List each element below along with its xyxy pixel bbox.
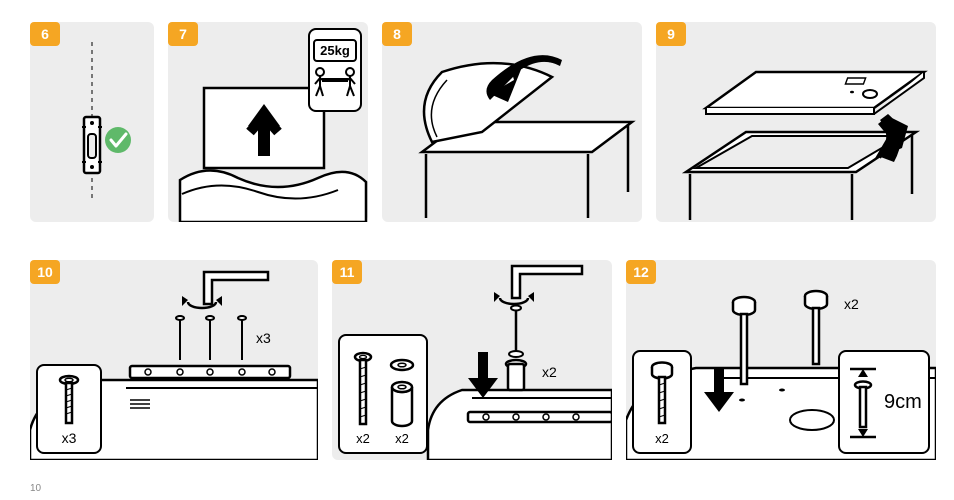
callout-bolt-x2: x2: [632, 350, 692, 454]
panel-step-11: 11 x2: [332, 260, 612, 460]
row-1: 6 7 25kg: [30, 22, 934, 222]
spacer-icon: [387, 351, 417, 431]
callout-height-9cm: 9cm: [838, 350, 930, 454]
diagram-bracket: [30, 22, 154, 222]
callout-weight-helper: 25kg: [308, 28, 362, 112]
panel-step-9: 9: [656, 22, 936, 222]
qty-height-pair: x2: [844, 296, 859, 312]
qty-spacer: x2: [395, 431, 409, 446]
diagram-place-top: [656, 22, 936, 222]
row-2: 10 x3: [30, 260, 934, 460]
qty-long-bolt: x2: [356, 431, 370, 446]
height-label: 9cm: [884, 391, 922, 414]
qty-capped-bolt: x2: [655, 431, 669, 446]
qty-screws: x3: [256, 330, 271, 346]
step-badge-12: 12: [626, 260, 656, 284]
step-badge-8: 8: [382, 22, 412, 46]
height-measure-icon: [846, 359, 880, 445]
bolt-icon: [49, 372, 89, 428]
step-badge-11: 11: [332, 260, 362, 284]
two-person-icon: [312, 62, 358, 102]
weight-label: 25kg: [313, 39, 357, 62]
callout-bolt-x3: x3: [36, 364, 102, 454]
panel-step-8: 8: [382, 22, 642, 222]
panel-step-12: 12 x2: [626, 260, 936, 460]
capped-bolt-icon: [647, 359, 677, 429]
qty-bolt: x3: [62, 430, 77, 446]
step-badge-10: 10: [30, 260, 60, 284]
qty-assembly: x2: [542, 364, 557, 380]
step-badge-6: 6: [30, 22, 60, 46]
long-bolt-icon: [349, 351, 377, 431]
step-badge-9: 9: [656, 22, 686, 46]
callout-bolt-spacer: x2 x2: [338, 334, 428, 454]
step-badge-7: 7: [168, 22, 198, 46]
panel-step-7: 7 25kg: [168, 22, 368, 222]
diagram-peel-film: [382, 22, 642, 222]
panel-step-6: 6: [30, 22, 154, 222]
panel-step-10: 10 x3: [30, 260, 318, 460]
page-number: 10: [30, 483, 41, 494]
